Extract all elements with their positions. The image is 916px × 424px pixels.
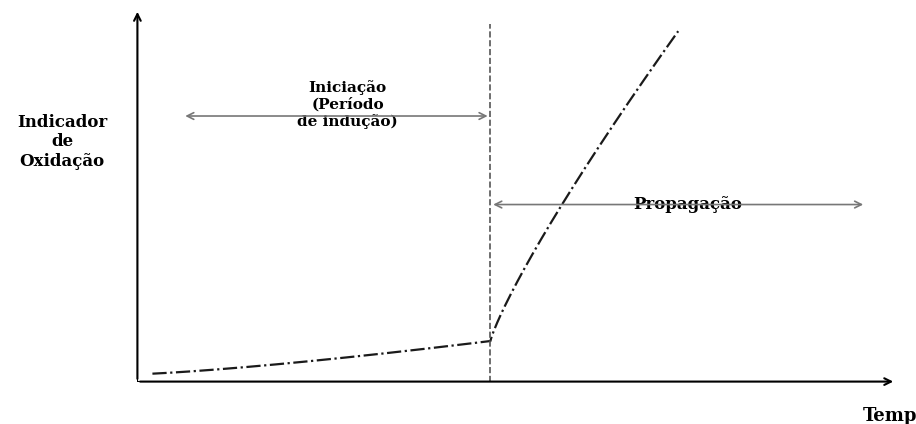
Text: Tempo: Tempo xyxy=(863,407,916,424)
Text: Iniciação
(Período
de indução): Iniciação (Período de indução) xyxy=(298,81,398,129)
Text: Propagação: Propagação xyxy=(633,196,742,213)
Text: Indicador
de
Oxidação: Indicador de Oxidação xyxy=(17,114,107,170)
